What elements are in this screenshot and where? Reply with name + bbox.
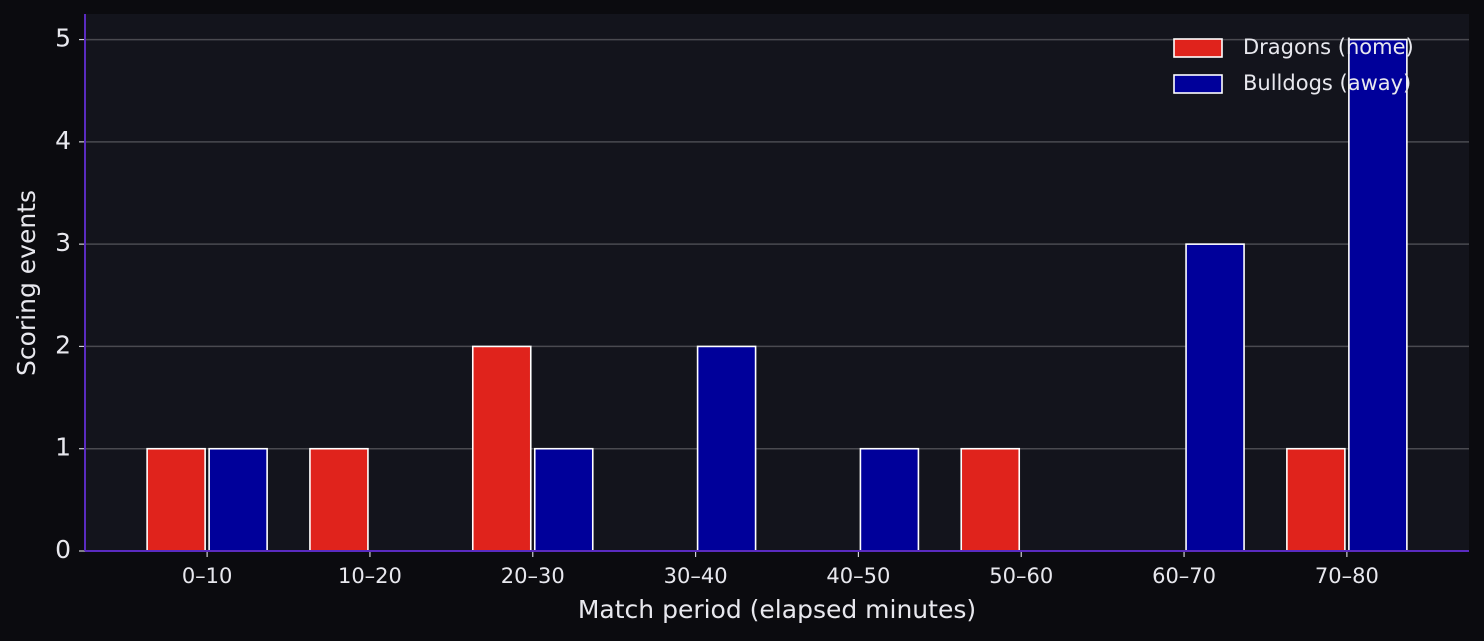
legend-label: Dragons (home) bbox=[1243, 35, 1414, 59]
x-tick-label: 40–50 bbox=[826, 564, 890, 588]
y-tick-label: 2 bbox=[55, 330, 71, 359]
y-axis-label: Scoring events bbox=[12, 190, 41, 376]
bar bbox=[859, 447, 920, 552]
bar bbox=[1286, 447, 1346, 552]
legend-label: Bulldogs (away) bbox=[1243, 71, 1411, 95]
legend-swatch bbox=[1173, 38, 1223, 58]
y-tick-label: 3 bbox=[55, 228, 71, 257]
y-tick-label: 4 bbox=[55, 126, 71, 155]
bar bbox=[1185, 243, 1245, 552]
y-tick-label: 5 bbox=[55, 24, 71, 53]
bar bbox=[696, 345, 757, 552]
x-tick-label: 30–40 bbox=[664, 564, 728, 588]
x-tick-label: 0–10 bbox=[182, 564, 233, 588]
x-tick-label: 70–80 bbox=[1315, 564, 1379, 588]
bar bbox=[309, 447, 369, 552]
legend-swatch bbox=[1173, 74, 1223, 94]
bar bbox=[208, 447, 268, 552]
y-tick-label: 0 bbox=[55, 535, 71, 564]
x-axis-label: Match period (elapsed minutes) bbox=[578, 595, 976, 624]
x-tick-label: 10–20 bbox=[338, 564, 402, 588]
bar bbox=[533, 447, 594, 552]
y-tick-label: 1 bbox=[55, 433, 71, 462]
x-tick-label: 50–60 bbox=[989, 564, 1053, 588]
bar bbox=[1348, 38, 1408, 552]
x-tick-label: 20–30 bbox=[501, 564, 565, 588]
bar bbox=[146, 447, 206, 552]
x-tick-label: 60–70 bbox=[1152, 564, 1216, 588]
bar bbox=[960, 447, 1021, 552]
bar bbox=[471, 345, 532, 552]
